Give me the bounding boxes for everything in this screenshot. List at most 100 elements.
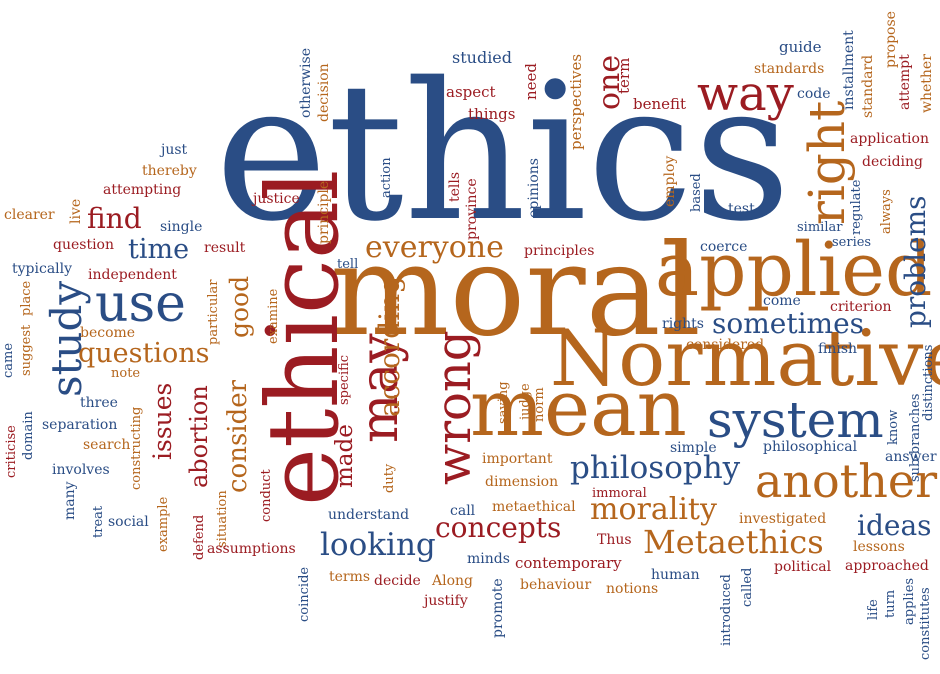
word-ideas: ideas — [857, 509, 932, 542]
word-application: application — [850, 131, 929, 147]
word-abortion: abortion — [185, 385, 213, 488]
word-rights: rights — [662, 316, 704, 332]
word-looking: looking — [320, 527, 436, 563]
word-propose: propose — [883, 11, 899, 68]
word-simple: simple — [670, 440, 717, 456]
word-political: political — [774, 559, 832, 575]
word-turn: turn — [883, 589, 898, 618]
word-involves: involves — [52, 462, 110, 478]
word-saying: saying — [496, 381, 511, 424]
word-approached: approached — [845, 558, 929, 574]
word-problems: problems — [899, 195, 932, 328]
word-came: came — [1, 342, 16, 378]
word-place: place — [19, 280, 34, 316]
word-human: human — [651, 567, 700, 583]
word-everyone: everyone — [365, 230, 504, 265]
word-notions: notions — [606, 581, 659, 597]
word-need: need — [522, 62, 540, 100]
word-things: things — [468, 105, 516, 123]
word-assumptions: assumptions — [207, 541, 296, 557]
word-principles: principles — [524, 243, 595, 259]
word-become: become — [80, 325, 136, 341]
word-life: life — [866, 599, 881, 620]
word-similar: similar — [797, 220, 843, 235]
word-decision: decision — [316, 63, 332, 122]
word-norm: norm — [532, 387, 547, 422]
word-tell: tell — [337, 257, 359, 272]
word-good: good — [225, 275, 254, 338]
word-single: single — [160, 219, 203, 235]
word-social: social — [108, 514, 149, 530]
word-called: called — [740, 567, 755, 607]
word-call: call — [450, 503, 476, 519]
word-opinions: opinions — [526, 158, 542, 218]
word-separation: separation — [42, 417, 118, 433]
word-know: know — [886, 409, 901, 445]
word-installment: installment — [841, 30, 857, 110]
word-investigated: investigated — [739, 511, 827, 527]
word-justify: justify — [424, 593, 468, 609]
word-according: according — [373, 275, 406, 417]
word-concepts: concepts — [435, 511, 562, 544]
word-along: Along — [432, 573, 473, 589]
word-attempting: attempting — [103, 182, 182, 198]
word-lessons: lessons — [853, 539, 905, 555]
word-code: code — [797, 86, 831, 102]
word-constructing: constructing — [129, 406, 144, 490]
word-three: three — [80, 395, 118, 411]
word-series: series — [832, 235, 872, 250]
word-test: test — [728, 201, 755, 217]
word-criterion: criterion — [830, 299, 892, 315]
word-based: based — [689, 173, 704, 212]
word-applied: applied — [655, 227, 933, 313]
word-guide: guide — [779, 38, 822, 56]
word-situation: situation — [215, 490, 230, 548]
word-typically: typically — [12, 261, 73, 277]
word-immoral: immoral — [592, 486, 647, 501]
word-sometimes: sometimes — [712, 307, 865, 340]
word-thus: Thus — [597, 532, 632, 548]
word-consider: consider — [223, 379, 253, 493]
word-defend: defend — [192, 514, 207, 560]
word-answer: answer — [885, 449, 937, 465]
word-particular: particular — [206, 279, 221, 345]
word-suggest: suggest — [19, 324, 34, 376]
word-made: made — [332, 424, 358, 488]
word-whether: whether — [919, 54, 935, 113]
word-term: term — [615, 57, 633, 94]
word-morality: morality — [590, 492, 717, 527]
word-treat: treat — [91, 505, 106, 538]
word-example: example — [156, 496, 171, 552]
word-contemporary: contemporary — [515, 554, 622, 572]
word-understand: understand — [328, 507, 410, 523]
word-many: many — [62, 481, 78, 520]
word-attempt: attempt — [897, 54, 913, 110]
word-result: result — [204, 240, 246, 256]
word-deciding: deciding — [862, 154, 923, 170]
word-search: search — [83, 437, 131, 453]
word-perspectives: perspectives — [567, 53, 585, 150]
word-system: system — [707, 391, 884, 449]
word-regulate: regulate — [849, 179, 864, 235]
word-question: question — [53, 237, 114, 253]
word-finish: finish — [818, 341, 858, 357]
word-mean: mean — [470, 364, 687, 454]
word-studied: studied — [452, 48, 513, 67]
word-normative: Normative — [550, 314, 940, 404]
word-come: come — [763, 293, 801, 309]
word-action: action — [379, 157, 394, 198]
word-thereby: thereby — [142, 163, 197, 179]
word-province: province — [464, 178, 480, 240]
word-find: find — [87, 202, 142, 235]
word-use: use — [95, 274, 186, 334]
word-justice: justice — [253, 191, 300, 207]
word-just: just — [161, 142, 188, 158]
word-standards: standards — [754, 61, 825, 77]
word-promote: promote — [490, 578, 506, 638]
word-metaethical: metaethical — [492, 499, 576, 515]
word-conduct: conduct — [259, 469, 274, 522]
word-principle: principle — [316, 180, 332, 244]
word-distinctions: distinctions — [921, 344, 936, 421]
word-tells: tells — [447, 171, 463, 202]
